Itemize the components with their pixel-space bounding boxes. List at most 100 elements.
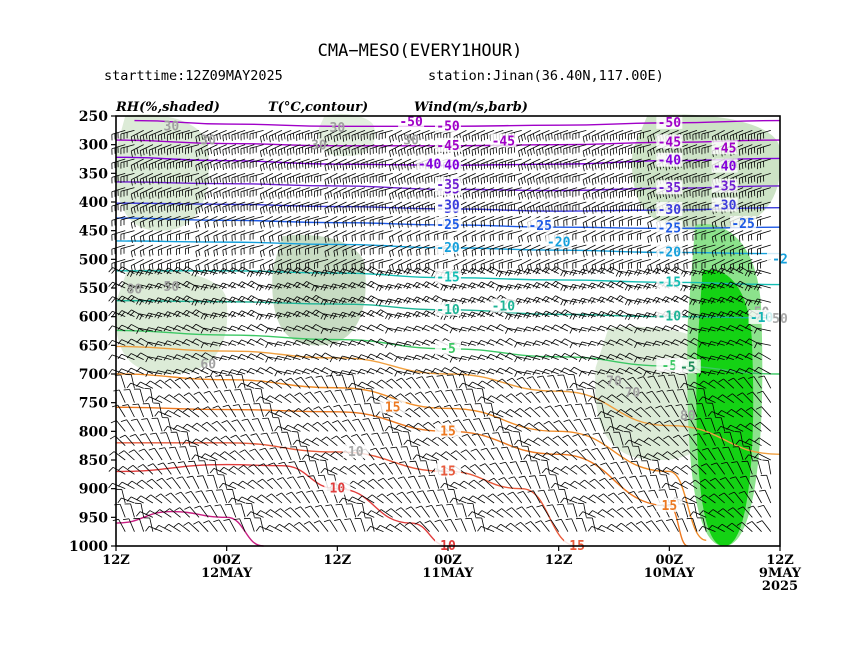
wind-barb	[362, 418, 375, 432]
wind-barb	[120, 144, 135, 155]
wind-barb	[216, 489, 228, 504]
wind-barb	[477, 369, 495, 375]
wind-barb	[738, 244, 753, 257]
wind-barb	[307, 475, 320, 489]
wind-barb	[689, 495, 707, 504]
wind-barb	[277, 477, 292, 489]
wind-barb	[434, 519, 449, 532]
wind-barb	[619, 476, 633, 489]
wind-barb	[545, 258, 559, 271]
x-tick-label: 12Z	[766, 553, 794, 568]
wind-barb	[148, 129, 163, 142]
wind-barb	[130, 144, 144, 157]
wind-barb	[324, 230, 338, 243]
wind-barb	[286, 201, 301, 214]
wind-barb	[758, 375, 772, 389]
wind-barb	[283, 424, 301, 432]
wind-barb	[505, 409, 522, 418]
wind-barb	[320, 452, 338, 461]
wind-barb	[692, 158, 707, 170]
y-tick-label: 250	[79, 109, 108, 125]
wind-barb	[231, 187, 246, 199]
wind-barb	[314, 187, 329, 198]
wind-barb	[191, 454, 209, 461]
wind-barb	[600, 187, 615, 200]
wind-barb	[527, 187, 541, 200]
wind-barb	[480, 129, 495, 142]
wind-barb	[618, 187, 633, 199]
wind-barb	[627, 187, 642, 198]
wind-barb	[747, 505, 762, 518]
wind-barb	[320, 327, 338, 334]
wind-barb	[609, 201, 624, 214]
wind-barb	[360, 158, 375, 170]
wind-barb	[643, 341, 661, 348]
rh-label: 70	[606, 374, 622, 389]
wind-barb	[527, 129, 541, 143]
wind-barb	[643, 370, 661, 377]
wind-barb	[231, 230, 246, 242]
wind-barb	[195, 490, 209, 504]
wind-barb	[528, 475, 541, 489]
wind-barb	[185, 491, 200, 504]
wind-barb	[578, 495, 596, 504]
wind-barb	[756, 520, 772, 532]
wind-barb	[471, 144, 486, 157]
wind-barb	[624, 352, 642, 361]
wind-barb	[369, 158, 384, 170]
wind-barb	[157, 187, 172, 199]
wind-barb	[639, 475, 652, 489]
wind-barb	[204, 187, 218, 200]
wind-barb	[360, 258, 375, 270]
y-tick-label: 300	[79, 138, 108, 154]
wind-barb	[490, 447, 504, 461]
wind-barb	[109, 435, 126, 446]
wind-barb	[274, 355, 292, 362]
wind-barb	[357, 495, 375, 504]
wind-barb	[209, 459, 218, 475]
wind-barb	[163, 325, 181, 332]
wind-barb	[164, 394, 181, 403]
wind-barb	[707, 355, 725, 362]
wind-barb	[486, 524, 504, 533]
wind-barb	[251, 418, 264, 432]
wind-barb	[643, 297, 661, 305]
temp-label-bg	[435, 463, 461, 478]
wind-barb	[582, 258, 596, 272]
wind-barb	[249, 244, 264, 255]
wind-barb	[471, 215, 486, 228]
wind-barb	[499, 461, 513, 475]
wind-barb	[145, 312, 163, 320]
wind-barb	[671, 465, 689, 475]
wind-barb	[338, 326, 356, 333]
wind-barb	[527, 244, 541, 257]
wind-barb	[756, 129, 771, 141]
wind-barb	[449, 366, 467, 375]
wind-barb	[333, 244, 347, 257]
wind-barb	[303, 521, 320, 532]
wind-barb	[652, 452, 670, 461]
wind-barb	[403, 326, 421, 332]
wind-barb	[305, 215, 320, 227]
temp-extra-label: -10	[492, 299, 516, 314]
wind-barb	[727, 393, 744, 403]
wind-barb	[375, 338, 393, 346]
wind-barb	[592, 432, 606, 446]
wind-barb	[255, 396, 273, 404]
wind-barb	[342, 158, 356, 171]
wind-barb	[296, 129, 310, 141]
temp-label-bg	[545, 234, 572, 249]
wind-barb	[296, 201, 310, 213]
wind-barb	[495, 353, 513, 361]
wind-barb	[532, 453, 550, 461]
wind-barb	[744, 438, 762, 447]
wind-barb	[462, 244, 476, 257]
wind-barb	[331, 435, 347, 446]
wind-barb	[263, 402, 274, 418]
wind-barb	[734, 431, 744, 446]
wind-barb	[572, 144, 587, 155]
wind-barb	[699, 494, 716, 504]
wind-barb	[351, 258, 366, 271]
wind-barb	[532, 369, 550, 376]
wind-barb	[296, 187, 310, 199]
